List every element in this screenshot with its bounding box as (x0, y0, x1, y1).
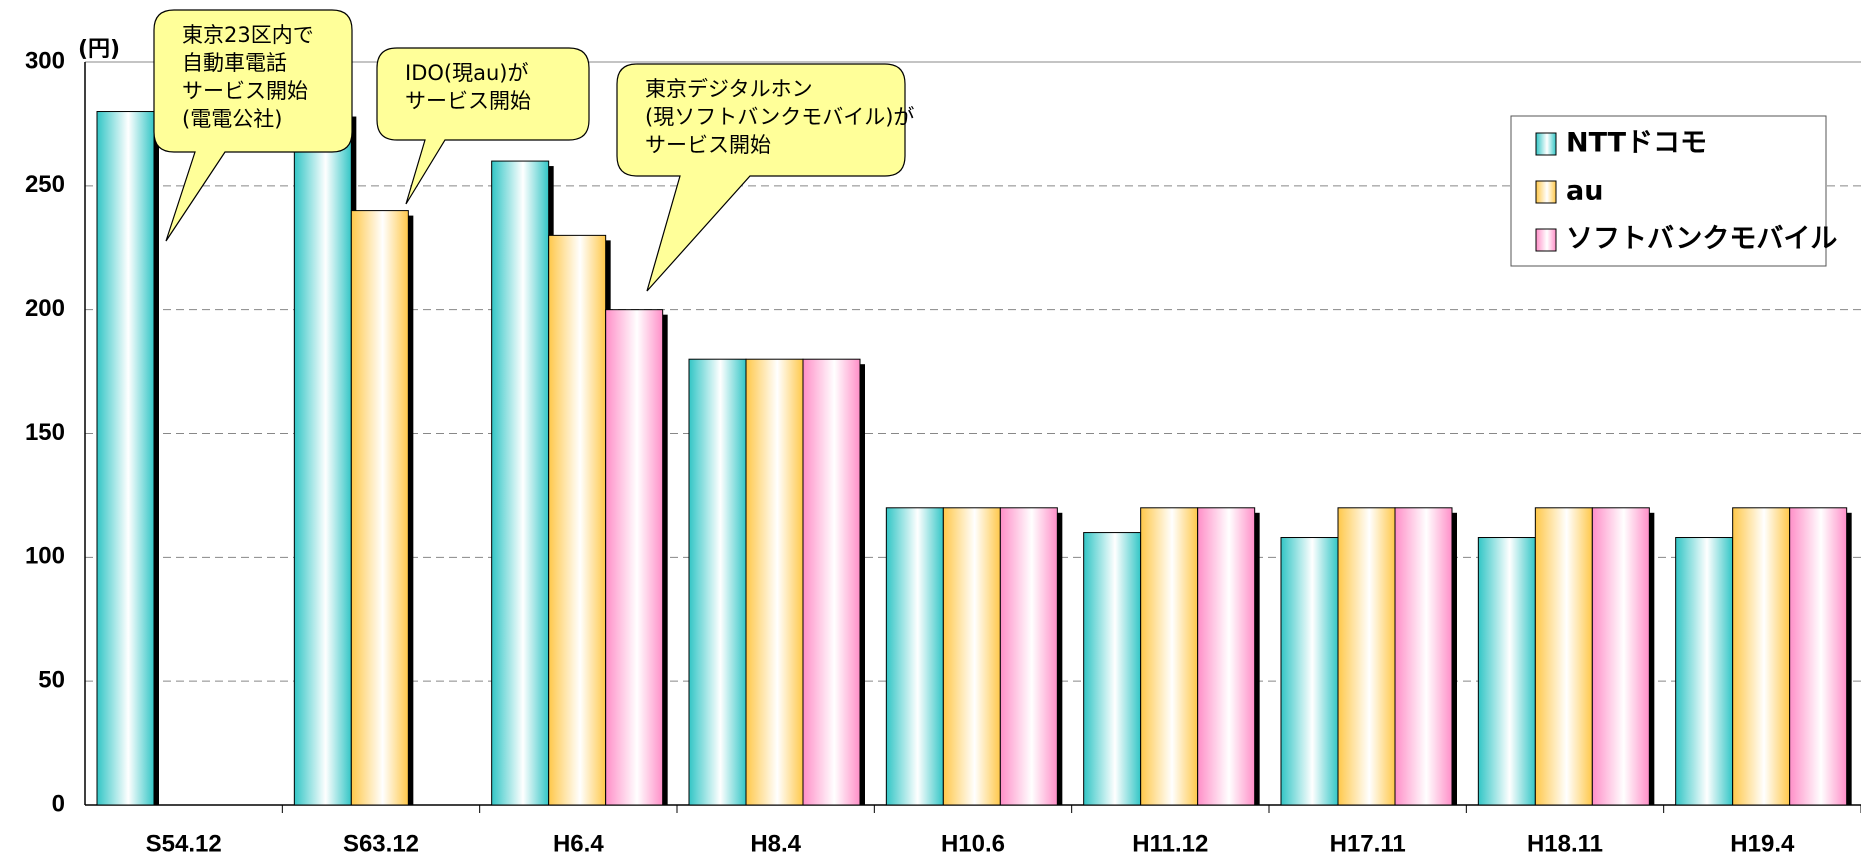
bar (1534, 507, 1593, 806)
y-tick-label: 0 (52, 790, 65, 817)
annotation-text: 自動車電話 (182, 51, 287, 75)
bar (1675, 537, 1734, 806)
bar (1394, 507, 1453, 806)
y-tick-label: 100 (25, 543, 65, 570)
x-tick-label: H19.4 (1730, 830, 1795, 857)
annotation-text: 東京23区内で (182, 23, 314, 47)
x-tick-label: H17.11 (1330, 830, 1406, 857)
bar (491, 160, 550, 806)
annotation-text: サービス開始 (645, 133, 771, 157)
annotation-text: (現ソフトバンクモバイル)が (645, 105, 914, 129)
bar (1477, 537, 1536, 806)
bar (1083, 532, 1142, 806)
bar (548, 234, 607, 806)
bar (1280, 537, 1339, 806)
bar (293, 111, 352, 806)
bar (942, 507, 1001, 806)
annotation-text: サービス開始 (182, 79, 308, 103)
bar (350, 210, 409, 806)
x-tick-label: S54.12 (146, 830, 222, 857)
callout (616, 63, 906, 292)
legend-swatch (1535, 132, 1557, 156)
legend-label: NTTドコモ (1566, 128, 1707, 159)
y-tick-label: 150 (25, 419, 65, 446)
legend-box (1510, 115, 1827, 267)
bar (1789, 507, 1848, 806)
callout (153, 9, 353, 242)
annotation-text: (電電公社) (182, 107, 282, 131)
x-tick-label: H6.4 (553, 830, 604, 857)
x-tick-label: H11.12 (1132, 830, 1208, 857)
bar (1337, 507, 1396, 806)
callout (376, 47, 590, 205)
x-tick-label: H10.6 (941, 830, 1005, 857)
legend-label: ソフトバンクモバイル (1566, 224, 1837, 255)
bar (802, 358, 861, 806)
bar (745, 358, 804, 806)
y-tick-label: 50 (38, 667, 65, 694)
bar (1732, 507, 1791, 806)
bar (1197, 507, 1256, 806)
y-tick-label: 200 (25, 295, 65, 322)
legend-swatch (1535, 180, 1557, 204)
bar (605, 309, 664, 806)
bar (1140, 507, 1199, 806)
y-tick-label: 250 (25, 171, 65, 198)
x-tick-label: H8.4 (750, 830, 801, 857)
bar (688, 358, 747, 806)
annotation-text: サービス開始 (405, 89, 531, 113)
unit-label: (円) (78, 37, 120, 62)
annotation-text: IDO(現au)が (405, 61, 528, 85)
bar (1591, 507, 1650, 806)
legend-swatch (1535, 228, 1557, 252)
annotation-text: 東京デジタルホン (645, 77, 813, 101)
bar (96, 111, 155, 806)
bar (999, 507, 1058, 806)
bar (885, 507, 944, 806)
legend-label: au (1566, 176, 1603, 207)
x-tick-label: S63.12 (343, 830, 419, 857)
x-tick-label: H18.11 (1527, 830, 1603, 857)
y-tick-label: 300 (25, 47, 65, 74)
